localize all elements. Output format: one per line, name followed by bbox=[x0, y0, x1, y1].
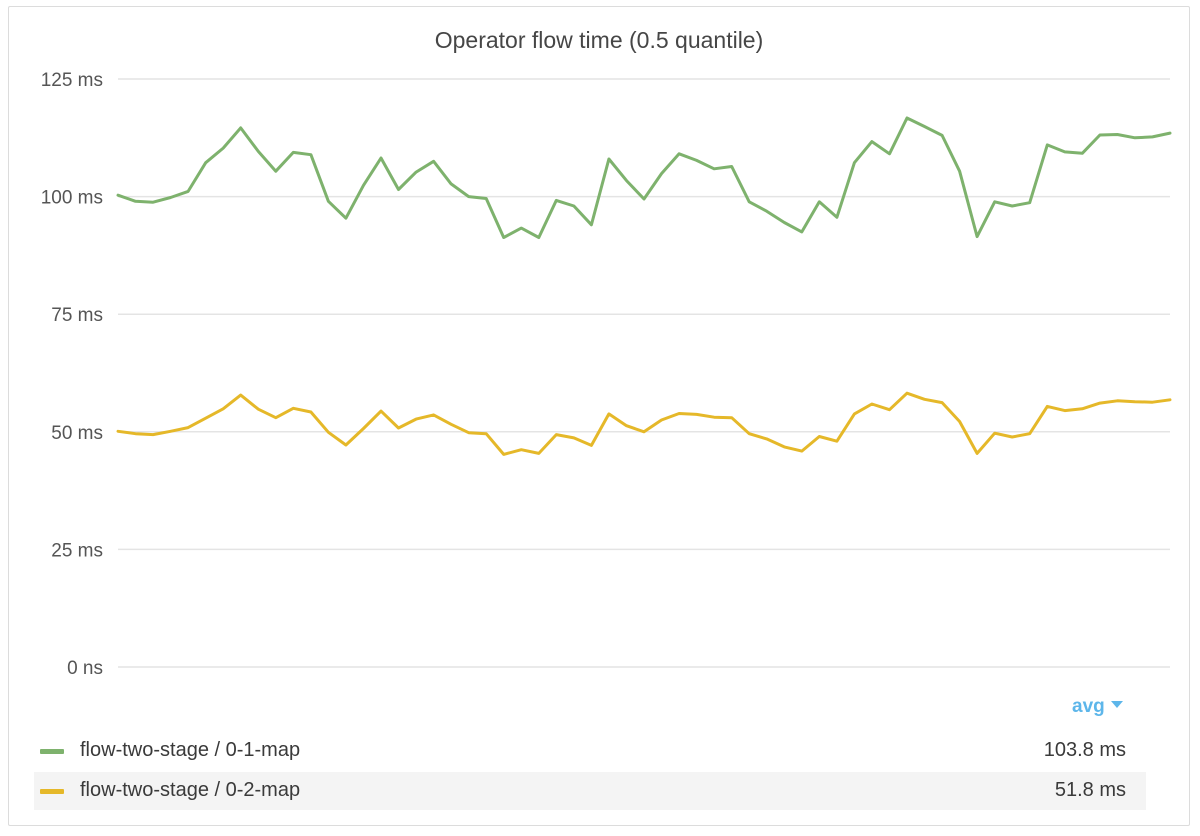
legend-item[interactable]: flow-two-stage / 0-2-map 51.8 ms bbox=[34, 772, 1146, 810]
graph-panel: Operator flow time (0.5 quantile) bbox=[8, 6, 1190, 826]
legend-series-name[interactable]: flow-two-stage / 0-1-map bbox=[80, 739, 301, 761]
legend-item[interactable]: flow-two-stage / 0-1-map 103.8 ms bbox=[34, 732, 1146, 770]
series-color-swatch-icon[interactable] bbox=[40, 749, 64, 754]
y-tick-label: 25 ms bbox=[51, 540, 103, 561]
series-line[interactable] bbox=[116, 391, 1172, 456]
legend-series-name[interactable]: flow-two-stage / 0-2-map bbox=[80, 779, 301, 801]
y-tick-label: 100 ms bbox=[41, 188, 103, 209]
y-axis-tick-labels: 0 ns 25 ms 50 ms 75 ms 100 ms 125 ms bbox=[41, 70, 103, 679]
caret-down-icon bbox=[1110, 701, 1123, 709]
series-lines[interactable] bbox=[116, 116, 1172, 456]
series-color-swatch-icon[interactable] bbox=[40, 789, 64, 794]
legend-series-avg-value: 51.8 ms bbox=[1054, 779, 1126, 801]
y-tick-label: 125 ms bbox=[41, 70, 103, 91]
y-tick-label: 75 ms bbox=[51, 305, 103, 326]
panel-title[interactable]: Operator flow time (0.5 quantile) bbox=[434, 27, 764, 53]
legend-series-avg-value: 103.8 ms bbox=[1043, 739, 1126, 761]
legend-sort-avg-button[interactable]: avg bbox=[1072, 696, 1123, 718]
y-tick-label: 0 ns bbox=[67, 658, 103, 679]
grid-lines bbox=[118, 78, 1170, 668]
legend-header-label: avg bbox=[1072, 696, 1105, 717]
series-line[interactable] bbox=[116, 116, 1172, 239]
y-tick-label: 50 ms bbox=[51, 423, 103, 444]
